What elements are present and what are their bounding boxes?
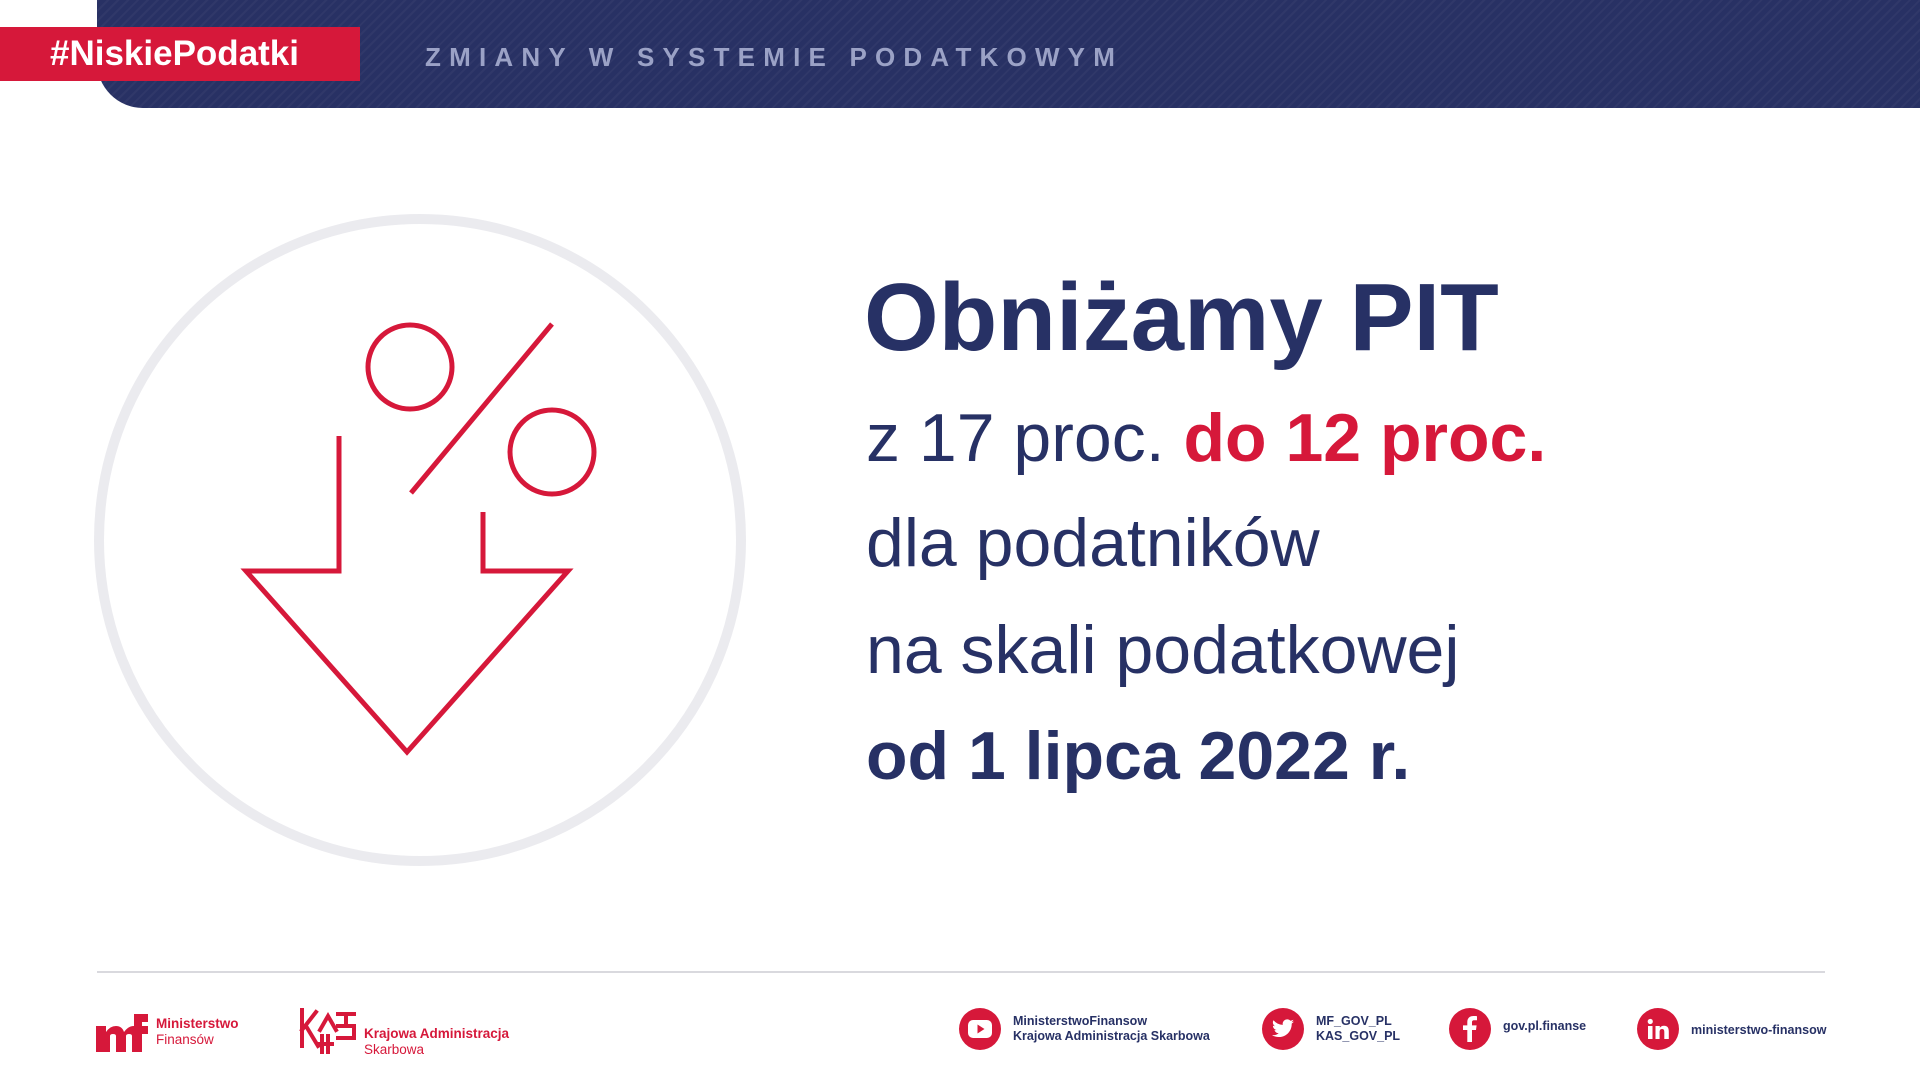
mf-logo-text: Ministerstwo Finansów bbox=[156, 1016, 239, 1048]
youtube-handle-2: Krajowa Administracja Skarbowa bbox=[1013, 1029, 1210, 1043]
linkedin-link[interactable]: ministerstwo-finansow bbox=[1637, 1008, 1826, 1050]
scale-line: na skali podatkowej bbox=[866, 612, 1460, 688]
twitter-handle-2: KAS_GOV_PL bbox=[1316, 1029, 1401, 1043]
percent-lower-circle bbox=[507, 407, 597, 497]
linkedin-handle: ministerstwo-finansow bbox=[1691, 1022, 1827, 1037]
mf-logo-mark bbox=[96, 1014, 148, 1052]
twitter-link[interactable]: MF_GOV_PL KAS_GOV_PL bbox=[1262, 1008, 1400, 1050]
kas-logo-line2: Skarbowa bbox=[364, 1042, 425, 1057]
rate-new: do 12 proc. bbox=[1183, 400, 1547, 476]
audience-line: dla podatników bbox=[866, 505, 1320, 581]
effective-date: od 1 lipca 2022 r. bbox=[866, 718, 1411, 794]
footer-divider bbox=[97, 971, 1825, 973]
linkedin-icon bbox=[1637, 1008, 1679, 1050]
facebook-link[interactable]: gov.pl.finanse bbox=[1449, 1008, 1586, 1050]
mf-logo-line1: Ministerstwo bbox=[156, 1016, 239, 1031]
rate-old: z 17 proc. bbox=[866, 400, 1184, 476]
twitter-icon bbox=[1262, 1008, 1304, 1050]
kas-logo[interactable]: Krajowa Administracja Skarbowa bbox=[298, 1004, 509, 1058]
footer: Ministerstwo Finansów Krajowa Administra… bbox=[0, 990, 1920, 1080]
hashtag-badge[interactable]: #NiskiePodatki bbox=[0, 27, 360, 81]
header-title: ZMIANY W SYSTEMIE PODATKOWYM bbox=[425, 42, 1124, 72]
facebook-icon bbox=[1449, 1008, 1491, 1050]
twitter-handle-1: MF_GOV_PL bbox=[1316, 1014, 1392, 1028]
rate-line: z 17 proc. do 12 proc. bbox=[866, 398, 1546, 478]
kas-logo-mark bbox=[299, 1008, 356, 1054]
kas-logo-line1: Krajowa Administracja bbox=[364, 1026, 510, 1041]
youtube-link[interactable]: MinisterstwoFinansow Krajowa Administrac… bbox=[959, 1008, 1210, 1050]
percent-upper-circle bbox=[365, 322, 455, 412]
percent-down-arrow-icon bbox=[94, 214, 746, 866]
youtube-handles: MinisterstwoFinansow Krajowa Administrac… bbox=[1013, 1014, 1210, 1044]
youtube-handle-1: MinisterstwoFinansow bbox=[1013, 1014, 1148, 1028]
mf-logo[interactable]: Ministerstwo Finansów bbox=[96, 1012, 239, 1052]
header-band bbox=[97, 0, 1920, 108]
headline: Obniżamy PIT bbox=[864, 264, 1499, 371]
facebook-handle: gov.pl.finanse bbox=[1503, 1018, 1587, 1033]
youtube-icon bbox=[959, 1008, 1001, 1050]
arrow-outline bbox=[240, 436, 574, 756]
illustration-circle bbox=[94, 214, 746, 866]
kas-logo-text: Krajowa Administracja Skarbowa bbox=[364, 1026, 509, 1058]
twitter-handles: MF_GOV_PL KAS_GOV_PL bbox=[1316, 1014, 1400, 1044]
mf-logo-line2: Finansów bbox=[156, 1032, 214, 1047]
percent-slash bbox=[409, 322, 554, 495]
